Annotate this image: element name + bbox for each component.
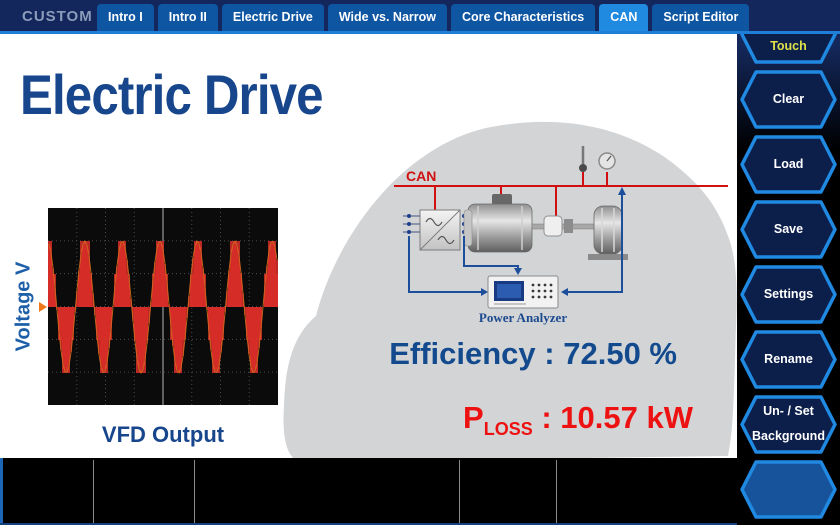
hexagon-shape [740, 135, 837, 194]
hexagon-shape [740, 200, 837, 259]
softkey-empty[interactable] [739, 458, 838, 521]
hexagon-shape [740, 395, 837, 454]
scope-y-axis-label: Voltage V [12, 261, 35, 352]
tab-script-editor[interactable]: Script Editor [652, 4, 750, 31]
tab-can[interactable]: CAN [599, 4, 649, 31]
drivetrain-diagram: CAN [283, 121, 737, 458]
scope-caption: VFD Output [101, 422, 225, 447]
softkey-background[interactable]: Un- / Set Background [739, 393, 838, 456]
softkey-label: Clear [772, 91, 805, 106]
tab-wide-vs-narrow[interactable]: Wide vs. Narrow [327, 4, 447, 31]
efficiency-value: 72.50 % [563, 336, 677, 371]
hexagon-shape [740, 265, 837, 324]
ploss-value: 10.57 kW [560, 400, 693, 435]
custom-screen-canvas: Electric Drive CAN [0, 34, 737, 458]
vfd-waveform-plot [48, 208, 278, 405]
custom-mode-label: CUSTOM [22, 8, 93, 25]
tab-intro-2[interactable]: Intro II [157, 4, 218, 31]
tab-strip: Intro I Intro II Electric Drive Wide vs.… [97, 4, 750, 31]
gauge-icon [598, 152, 616, 170]
wire-arrowheads [481, 187, 626, 296]
measurement-wires [408, 192, 623, 293]
softkey-settings[interactable]: Settings [739, 263, 838, 326]
hexagon-shape [740, 460, 837, 519]
softkey-sidebar: OperationTouchClearLoadSaveSettingsRenam… [737, 0, 840, 525]
inverter-symbol [419, 209, 461, 251]
tab-electric-drive[interactable]: Electric Drive [221, 4, 324, 31]
power-analyzer-label: Power Analyzer [479, 310, 567, 325]
status-bar [0, 458, 737, 525]
hexagon-shape [740, 70, 837, 129]
softkey-label: Load [773, 156, 804, 171]
softkey-label: Un- / Set Background [752, 403, 825, 444]
softkey-label [739, 458, 838, 521]
trigger-level-marker [39, 302, 47, 312]
top-tab-bar: CUSTOM Intro I Intro II Electric Drive W… [0, 0, 840, 34]
tab-core-characteristics[interactable]: Core Characteristics [450, 4, 596, 31]
can-bus-label: CAN [406, 168, 436, 184]
softkey-load[interactable]: Load [739, 133, 838, 196]
softkey-rename[interactable]: Rename [739, 328, 838, 391]
tab-intro-1[interactable]: Intro I [97, 4, 154, 31]
screen-edge [0, 523, 737, 525]
softkey-label: Rename [764, 351, 813, 366]
page-title: Electric Drive [20, 63, 324, 126]
separator [556, 460, 557, 523]
hexagon-shape [740, 330, 837, 389]
softkey-clear[interactable]: Clear [739, 68, 838, 131]
power-loss-readout: PLOSS : 10.57 kW [463, 400, 693, 440]
softkey-label: Settings [763, 286, 814, 301]
separator [93, 460, 94, 523]
screen-edge [0, 458, 3, 525]
shaft-coupling [531, 215, 595, 237]
efficiency-readout: Efficiency : 72.50 % [389, 336, 677, 371]
power-analyzer-symbol [487, 275, 559, 309]
softkey-label: Save [773, 221, 804, 236]
motor-symbol [463, 194, 533, 253]
separator [194, 460, 195, 523]
softkey-save[interactable]: Save [739, 198, 838, 261]
thermometer-icon [579, 146, 587, 172]
separator [459, 460, 460, 523]
